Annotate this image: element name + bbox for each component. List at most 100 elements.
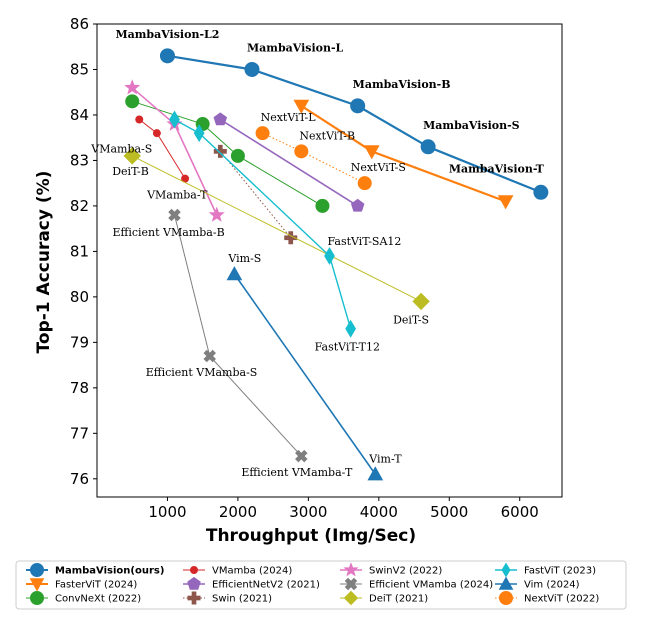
y-tick-label-78: 78 bbox=[70, 379, 89, 397]
y-tick-label-77: 77 bbox=[70, 424, 89, 442]
series-nextvit-2022 bbox=[255, 126, 372, 191]
annotation-mambavision-s: MambaVision-S bbox=[423, 119, 520, 132]
x-axis-title: Throughput (Img/Sec) bbox=[206, 526, 416, 546]
point-vmamba-2024-0 bbox=[135, 115, 144, 124]
annotation-deit-s: DeiT-S bbox=[393, 313, 429, 326]
legend-marker-efficientnetv2-2021 bbox=[187, 576, 201, 590]
x-tick-label-5000: 5000 bbox=[430, 503, 468, 521]
series-line-fastvit-2023 bbox=[174, 118, 352, 329]
point-efficientnetv2-2021-0 bbox=[213, 112, 228, 126]
series-swin-2021 bbox=[213, 144, 298, 245]
legend-marker-efficient-vmamba-2024 bbox=[344, 577, 358, 591]
legend-entry-convnext-2022: ConvNeXt (2022) bbox=[26, 591, 141, 605]
legend-label-convnext-2022: ConvNeXt (2022) bbox=[55, 594, 141, 605]
legend-label-vmamba-2024: VMamba (2024) bbox=[212, 566, 292, 577]
point-nextvit-2022-1 bbox=[294, 144, 309, 159]
legend-marker-mambavision-ours bbox=[30, 563, 44, 577]
series-fastvit-2023 bbox=[169, 110, 357, 338]
point-swin-2021-1 bbox=[284, 231, 298, 245]
annotation-vim-s: Vim-S bbox=[227, 252, 261, 265]
legend-entry-fastervit-2024: FasterViT (2024) bbox=[26, 578, 137, 592]
series-fastervit-2024 bbox=[293, 99, 514, 210]
annotation-vmamba-s: VMamba-S bbox=[90, 143, 152, 156]
point-vmamba-2024-1 bbox=[152, 129, 161, 138]
point-nextvit-2022-0 bbox=[255, 126, 270, 141]
annotation-mambavision-l2: MambaVision-L2 bbox=[115, 28, 219, 41]
legend-entry-mambavision-ours: MambaVision(ours) bbox=[26, 563, 164, 577]
annotation-fastvit-sa12: FastViT-SA12 bbox=[328, 235, 402, 248]
x-tick-label-3000: 3000 bbox=[289, 503, 327, 521]
x-tick-label-6000: 6000 bbox=[501, 503, 539, 521]
series-vmamba-2024 bbox=[135, 115, 190, 183]
series-line-deit-2021 bbox=[132, 155, 422, 302]
point-fastvit-2023-1 bbox=[193, 124, 205, 143]
legend-entry-swinv2-2022: SwinV2 (2022) bbox=[340, 562, 442, 577]
annotation-mambavision-b: MambaVision-B bbox=[353, 78, 451, 91]
point-mambavision-ours-0 bbox=[159, 48, 175, 64]
legend-entry-nextvit-2022: NextViT (2022) bbox=[495, 591, 599, 605]
point-vim-2024-1 bbox=[367, 466, 384, 481]
legend-marker-vim-2024 bbox=[498, 576, 514, 590]
series-line-swin-2021 bbox=[219, 151, 292, 239]
point-fastervit-2024-1 bbox=[363, 145, 380, 160]
legend-label-swinv2-2022: SwinV2 (2022) bbox=[369, 566, 442, 577]
legend-marker-vmamba-2024 bbox=[190, 566, 198, 574]
point-fastvit-2023-0 bbox=[169, 110, 180, 129]
legend-entry-efficient-vmamba-2024: Efficient VMamba (2024) bbox=[340, 577, 493, 591]
point-mambavision-ours-4 bbox=[533, 184, 549, 200]
point-efficient-vmamba-2024-0 bbox=[168, 208, 181, 222]
series-mambavision-ours bbox=[159, 48, 549, 200]
series-layer bbox=[123, 48, 549, 481]
point-convnext-2022-0 bbox=[125, 94, 140, 109]
point-fastervit-2024-2 bbox=[497, 195, 514, 210]
legend-marker-nextvit-2022 bbox=[499, 591, 513, 605]
point-nextvit-2022-2 bbox=[357, 176, 372, 191]
legend-marker-deit-2021 bbox=[343, 590, 359, 606]
annotation-deit-b: DeiT-B bbox=[112, 165, 149, 178]
point-convnext-2022-2 bbox=[230, 148, 245, 163]
legend-entry-deit-2021: DeiT (2021) bbox=[340, 590, 428, 606]
point-mambavision-ours-3 bbox=[420, 139, 436, 155]
point-fastvit-2023-2 bbox=[324, 246, 335, 265]
point-swinv2-2022-2 bbox=[208, 206, 225, 222]
legend-marker-swin-2021 bbox=[187, 591, 201, 605]
y-axis-title: Top-1 Accuracy (%) bbox=[34, 171, 54, 354]
legend-marker-swinv2-2022 bbox=[343, 562, 359, 577]
x-tick-label-4000: 4000 bbox=[360, 503, 398, 521]
axes-layer: 1000 2000 3000 4000 5000 6000 76 77 78 79 80 81 82 83… bbox=[70, 15, 563, 521]
legend: MambaVision(ours) FasterViT (2024) ConvNeX… bbox=[15, 560, 627, 610]
series-deit-2021 bbox=[123, 147, 430, 311]
annotation-efficient-vmamba-b: Efficient VMamba-B bbox=[113, 226, 225, 239]
point-deit-2021-1 bbox=[412, 292, 430, 311]
series-convnext-2022 bbox=[125, 94, 330, 213]
y-tick-label-76: 76 bbox=[70, 470, 89, 488]
y-tick-label-79: 79 bbox=[70, 333, 89, 351]
y-tick-label-84: 84 bbox=[70, 106, 89, 124]
point-efficient-vmamba-2024-2 bbox=[295, 449, 308, 463]
annotation-nextvit-l: NextViT-L bbox=[261, 111, 317, 124]
series-vim-2024 bbox=[226, 266, 384, 481]
y-tick-label-86: 86 bbox=[70, 15, 89, 33]
series-line-efficientnetv2-2021 bbox=[219, 118, 359, 207]
y-tick-label-85: 85 bbox=[70, 60, 89, 78]
legend-label-mambavision-ours: MambaVision(ours) bbox=[55, 566, 164, 577]
series-line-vim-2024 bbox=[233, 273, 376, 475]
point-efficient-vmamba-2024-1 bbox=[203, 349, 216, 363]
x-tick-label-2000: 2000 bbox=[219, 503, 257, 521]
annotation-vmamba-t: VMamba-T bbox=[146, 189, 208, 202]
point-swinv2-2022-0 bbox=[124, 79, 141, 95]
y-tick-label-82: 82 bbox=[70, 197, 89, 215]
point-mambavision-ours-2 bbox=[350, 98, 366, 114]
series-efficient-vmamba-2024 bbox=[168, 208, 308, 463]
annotation-efficient-vmamba-t: Efficient VMamba-T bbox=[241, 466, 353, 479]
point-fastervit-2024-0 bbox=[293, 99, 310, 114]
point-deit-2021-0 bbox=[123, 147, 141, 165]
point-efficientnetv2-2021-1 bbox=[350, 198, 365, 212]
legend-box bbox=[15, 560, 627, 610]
plot-border bbox=[96, 23, 563, 498]
annotation-fastvit-t12: FastViT-T12 bbox=[315, 341, 380, 354]
point-fastvit-2023-3 bbox=[345, 319, 357, 338]
point-swin-2021-0 bbox=[213, 144, 227, 158]
y-tick-label-80: 80 bbox=[70, 288, 89, 306]
